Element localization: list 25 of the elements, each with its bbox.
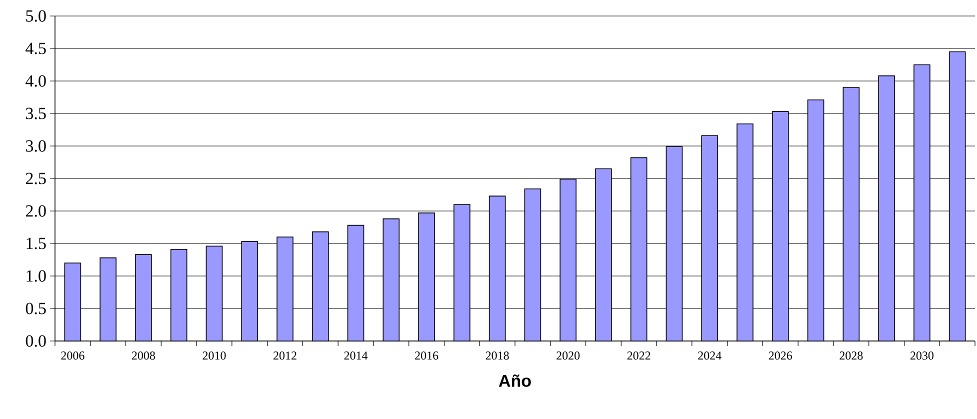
y-tick-label: 0.5: [26, 302, 46, 314]
x-tick-label: 2022: [627, 352, 650, 360]
y-tick-label: 0.0: [26, 335, 46, 347]
x-tick-label: 2016: [415, 352, 438, 360]
x-tick-label: 2008: [132, 352, 156, 360]
x-axis-title: Año: [498, 374, 531, 387]
x-tick-label: 2014: [344, 352, 368, 360]
y-tick-label: 5.0: [26, 10, 46, 22]
x-tick-label: 2028: [840, 352, 863, 360]
x-tick-label: 2006: [61, 352, 84, 360]
x-tick-label: 2020: [556, 352, 580, 360]
x-tick-label: 2010: [202, 352, 226, 360]
y-tick-label: 3.0: [26, 140, 46, 152]
x-tick-label: 2018: [486, 352, 509, 360]
x-tick-label: 2012: [274, 352, 296, 360]
x-tick-label: 2030: [910, 352, 934, 360]
y-tick-label: 1.0: [26, 270, 46, 282]
y-tick-label: 1.5: [26, 238, 46, 250]
y-tick-label: 2.0: [26, 205, 46, 217]
y-tick-label: 3.5: [26, 108, 46, 120]
y-tick-label: 4.0: [26, 75, 46, 87]
y-tick-label: 2.5: [26, 172, 46, 184]
x-tick-label: 2026: [768, 352, 792, 360]
y-tick-label: 4.5: [26, 42, 46, 54]
x-tick-label: 2024: [698, 352, 722, 360]
